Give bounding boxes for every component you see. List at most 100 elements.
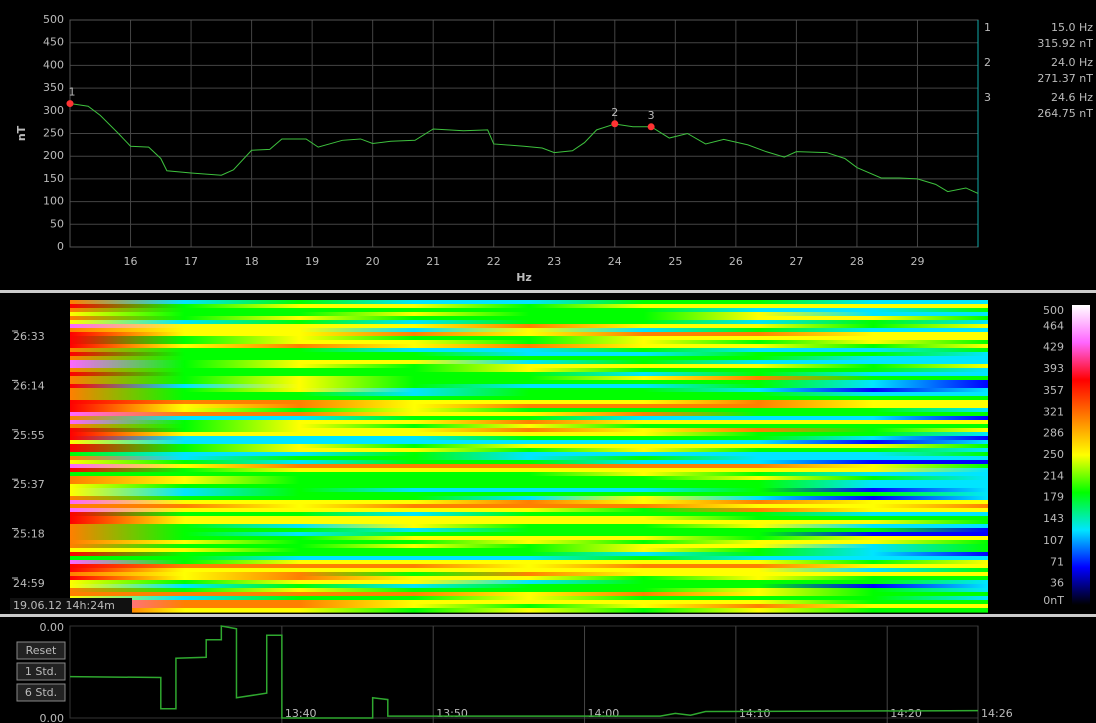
x-tick-label: 24 [608,255,622,268]
spectrogram-row [70,572,988,577]
marker-label: 2 [611,106,618,119]
spectrogram-row [70,416,988,421]
marker-amplitude: 271.37 nT [1037,72,1093,85]
spectrogram-row [70,588,988,593]
spectrogram-row [70,428,988,433]
spectrogram-row [70,304,988,309]
button[interactable]: 6 Std. [17,684,65,701]
marker-frequency: 24.0 Hz [1051,56,1093,69]
y-tick-label: 350 [43,81,64,94]
spectrogram-row [70,320,988,325]
spectrogram-row [70,500,988,505]
colorbar-tick-label: 321 [1043,405,1064,418]
y-axis-label: nT [15,125,28,141]
button-label: 1 Std. [25,665,57,678]
button-label: 6 Std. [25,686,57,699]
x-tick-label: 28 [850,255,864,268]
spectrogram-row [70,440,988,445]
spectrogram-row [70,452,988,457]
spectrogram-row [70,576,988,581]
colorbar-tick-label: 464 [1043,320,1064,333]
colorbar [1072,305,1090,605]
x-tick-label: 22 [487,255,501,268]
spectrogram-row [70,544,988,549]
x-tick-label: 20 [366,255,380,268]
spectrogram-row [70,444,988,449]
y-tick-label: 200 [43,149,64,162]
y-tick-label: 0 [57,240,64,253]
colorbar-tick-label: 393 [1043,362,1064,375]
spectrogram-row [70,400,988,405]
spectrogram-row [70,488,988,493]
spectrogram-row [70,408,988,413]
spectrogram-row [70,412,988,417]
x-tick-label: 18 [245,255,259,268]
separator [0,290,1096,293]
colorbar-tick-label: 71 [1050,555,1064,568]
colorbar-tick-label: 357 [1043,384,1064,397]
colorbar-tick-label: 429 [1043,341,1064,354]
x-tick-label: 27 [789,255,803,268]
colorbar-tick-label: 107 [1043,534,1064,547]
time-label: 25:55 [13,429,45,442]
spectrogram-row [70,580,988,585]
spectrogram-row [70,508,988,513]
spectrogram-row [70,548,988,553]
spectrogram-row [70,512,988,517]
colorbar-tick-label: 36 [1050,576,1064,589]
x-axis-label: Hz [516,271,532,284]
y-tick-label: 150 [43,172,64,185]
button[interactable]: 1 Std. [17,663,65,680]
spectrogram-row [70,364,988,369]
spectrogram-row [70,456,988,461]
x-tick-label: 17 [184,255,198,268]
spectrogram-row [70,520,988,525]
colorbar-tick-label: 214 [1043,470,1064,483]
spectrogram-row [70,460,988,465]
spectrogram-row [70,328,988,333]
spectrogram-row [70,604,988,609]
colorbar-tick-label: 286 [1043,426,1064,439]
marker-frequency: 24.6 Hz [1051,91,1093,104]
y-tick-label: 400 [43,58,64,71]
button-label: Reset [26,644,57,657]
y-tick-label: 300 [43,104,64,117]
spectrogram-row [70,524,988,529]
y-tick-label: 250 [43,127,64,140]
y-tick-label: 0.00 [40,621,65,634]
marker [611,120,618,127]
x-tick-label: 14:26 [981,707,1013,720]
spectrogram-row [70,568,988,573]
date-label: 19.06.12 14h:24m [13,599,115,612]
marker-frequency: 15.0 Hz [1051,21,1093,34]
spectrogram-row [70,504,988,509]
marker-label: 1 [69,86,76,99]
spectrogram-row [70,540,988,545]
spectrogram-row [70,388,988,393]
x-tick-label: 19 [305,255,319,268]
x-tick-label: 23 [547,255,561,268]
button[interactable]: Reset [17,642,65,659]
spectrogram-row [70,392,988,397]
spectrogram-row [70,372,988,377]
spectrogram-row [70,536,988,541]
colorbar-tick-label: 500 [1043,304,1064,317]
spectrogram-row [70,564,988,569]
spectrogram-row [70,472,988,477]
y-tick-label: 50 [50,217,64,230]
spectrogram-row [70,332,988,337]
spectrogram-row [70,420,988,425]
separator [0,614,1096,617]
spectrogram-row [70,360,988,365]
x-tick-label: 25 [668,255,682,268]
spectrogram-row [70,432,988,437]
y-tick-label: 500 [43,13,64,26]
spectrogram-row [70,476,988,481]
spectrogram-row [70,424,988,429]
spectrogram-row [70,528,988,533]
spectrogram-row [70,436,988,441]
x-tick-label: 16 [124,255,138,268]
marker-label: 3 [648,109,655,122]
spectrogram-row [70,552,988,557]
spectrogram-row [70,316,988,321]
